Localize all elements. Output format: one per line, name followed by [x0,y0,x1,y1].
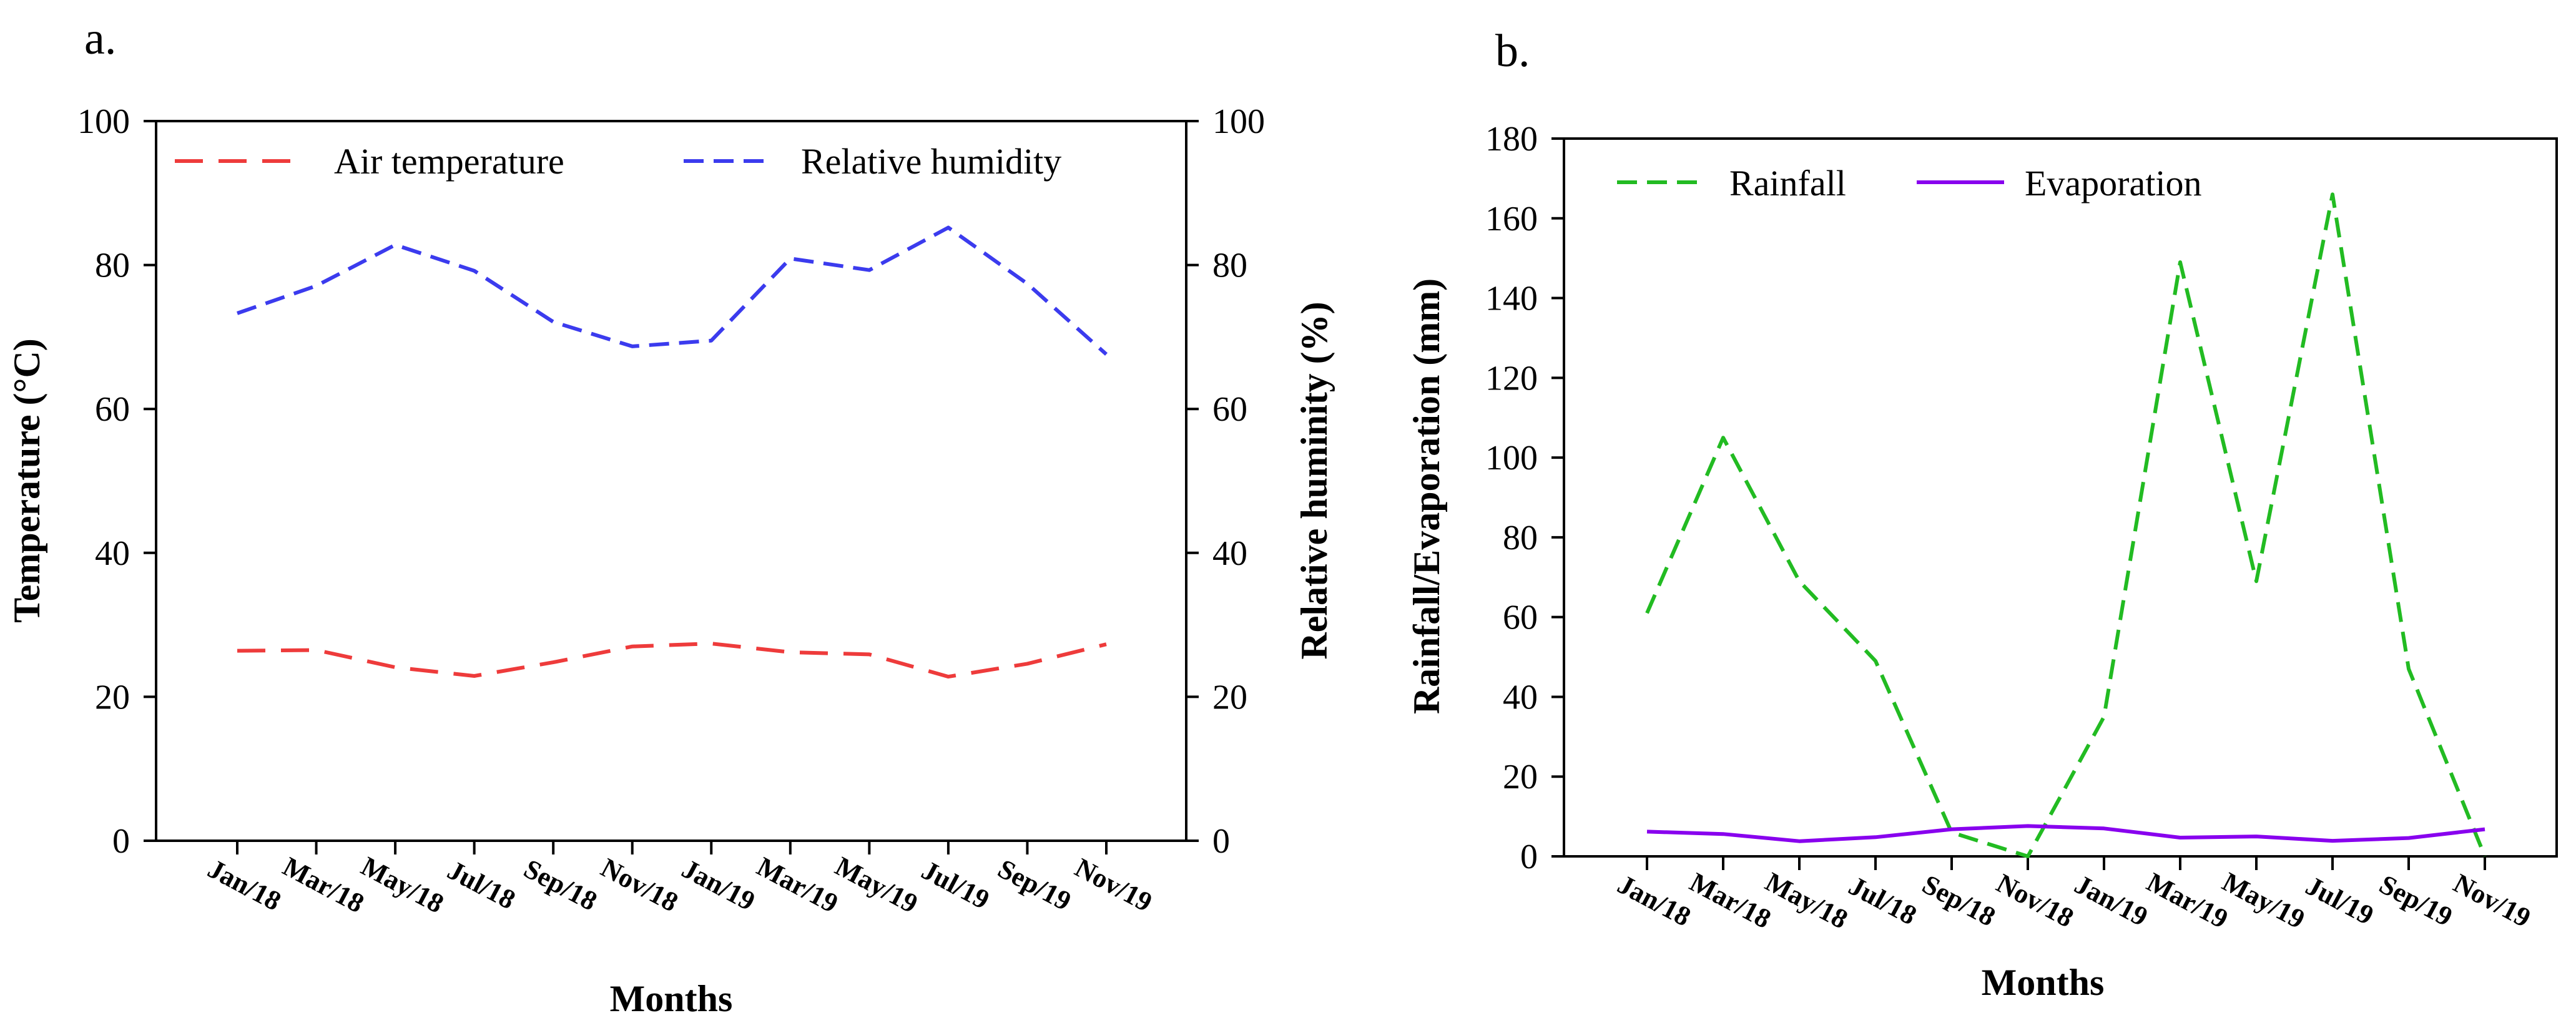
panel-b-y-axis-title: Rainfall/Evaporation (mm) [1406,278,1447,714]
panel-b-label: b. [1495,26,1530,77]
panel-a-xtick-label: Sep/19 [993,853,1076,917]
panel-b-ytick-label: 80 [1503,519,1538,557]
panel-a-y2tick-label: 0 [1212,822,1230,861]
panel-a-left-axis-title: Temperature (°C) [6,338,47,623]
panel-b-xtick-label: May/19 [2217,866,2309,935]
panel-a-y2tick-label: 60 [1212,390,1247,429]
panel-a-ytick-label: 100 [77,102,130,141]
panel-b-xtick-label: Mar/18 [1685,866,1776,934]
panel-a-y2tick-label: 40 [1212,534,1247,573]
panel-b: b. 0 20 40 60 80 100 120 140 160 180 Jan/18Mar/18… [1406,26,2558,1003]
legend-air-temperature-label: Air temperature [334,141,564,182]
panel-a-xtick-label: Nov/19 [1070,852,1158,918]
panel-b-ytick-label: 60 [1503,599,1538,637]
panel-b-x-axis: Jan/18Mar/18May/18Jul/18Sep/18Nov/18Jan/… [1613,856,2535,935]
panel-a-series-air-temperature [237,642,1107,679]
legend-evaporation-label: Evaporation [2025,163,2201,203]
panel-b-ytick-label: 180 [1485,120,1538,159]
panel-a-legend: Air temperature Relative humidity [175,141,1061,182]
panel-a-ytick-label: 20 [95,678,130,717]
panel-a-xtick-label: Jul/19 [917,854,994,915]
panel-a-x-axis-title: Months [610,978,733,1019]
panel-b-x-axis-title: Months [1982,962,2105,1003]
panel-b-xtick-label: Jul/18 [1844,870,1921,931]
panel-b-xtick-label: Jan/18 [1613,869,1696,933]
panel-b-ytick-label: 40 [1503,678,1538,717]
panel-a-xtick-label: Jan/18 [203,853,286,917]
panel-b-xtick-label: Jan/19 [2070,869,2153,933]
panel-b-xtick-label: Mar/19 [2142,866,2233,934]
panel-b-xtick-label: Jul/19 [2301,870,2378,931]
panel-b-ytick-label: 120 [1485,359,1538,398]
panel-b-ytick-label: 100 [1485,439,1538,477]
panel-a-ytick-label: 40 [95,534,130,573]
panel-b-xtick-label: Nov/18 [1992,868,2079,933]
panel-b-legend: Rainfall Evaporation [1617,163,2201,203]
panel-a-right-axis-title: Relative huminity (%) [1294,301,1335,659]
panel-a-series [237,225,1108,679]
panel-b-xtick-label: Nov/19 [2449,868,2536,933]
panel-b-y-axis: 0 20 40 60 80 100 120 140 160 180 [1485,120,1564,876]
panel-b-ytick-label: 140 [1485,280,1538,318]
panel-a-series-relative-humidity [237,225,1108,356]
panel-a-ytick-label: 60 [95,390,130,429]
panel-a-x-axis: Jan/18Mar/18May/18Jul/18Sep/18Nov/18Jan/… [203,841,1157,919]
panel-a-y2tick-label: 100 [1212,102,1265,141]
panel-b-series-rainfall [1645,192,2487,858]
panel-b-plot-frame [1563,137,2558,858]
panel-a-xtick-label: Jul/18 [443,854,520,915]
panel-a-xtick-label: Sep/18 [519,853,602,917]
legend-relative-humidity-label: Relative humidity [801,141,1061,182]
panel-a-ytick-label: 80 [95,247,130,285]
panel-a-xtick-label: Jan/19 [677,853,760,917]
panel-b-ytick-label: 20 [1503,758,1538,796]
panel-a-xtick-label: Mar/19 [752,851,843,919]
panel-a-xtick-label: Mar/18 [278,851,369,919]
panel-a-y2tick-label: 80 [1212,247,1247,285]
panel-a-plot-frame [155,120,1187,842]
panel-b-xtick-label: Sep/19 [2374,869,2457,933]
panel-b-ytick-label: 160 [1485,200,1538,238]
panel-a-xtick-label: May/18 [356,851,449,919]
panel-a-y2tick-label: 20 [1212,678,1247,717]
panel-a-right-axis: 0 20 40 60 80 100 [1186,102,1265,861]
panel-a-left-axis: 0 20 40 60 80 100 [77,102,156,861]
panel-a-ytick-label: 0 [112,822,130,861]
panel-a-xtick-label: Nov/18 [596,852,684,918]
panel-b-xtick-label: May/18 [1760,866,1852,935]
panel-a-label: a. [84,13,116,64]
panel-b-series-evaporation [1646,824,2485,843]
panel-b-ytick-label: 0 [1520,838,1538,876]
panel-a-xtick-label: May/19 [830,851,923,919]
panel-b-series [1645,192,2487,858]
panel-b-xtick-label: Sep/18 [1917,869,2000,933]
legend-rainfall-label: Rainfall [1729,163,1846,203]
